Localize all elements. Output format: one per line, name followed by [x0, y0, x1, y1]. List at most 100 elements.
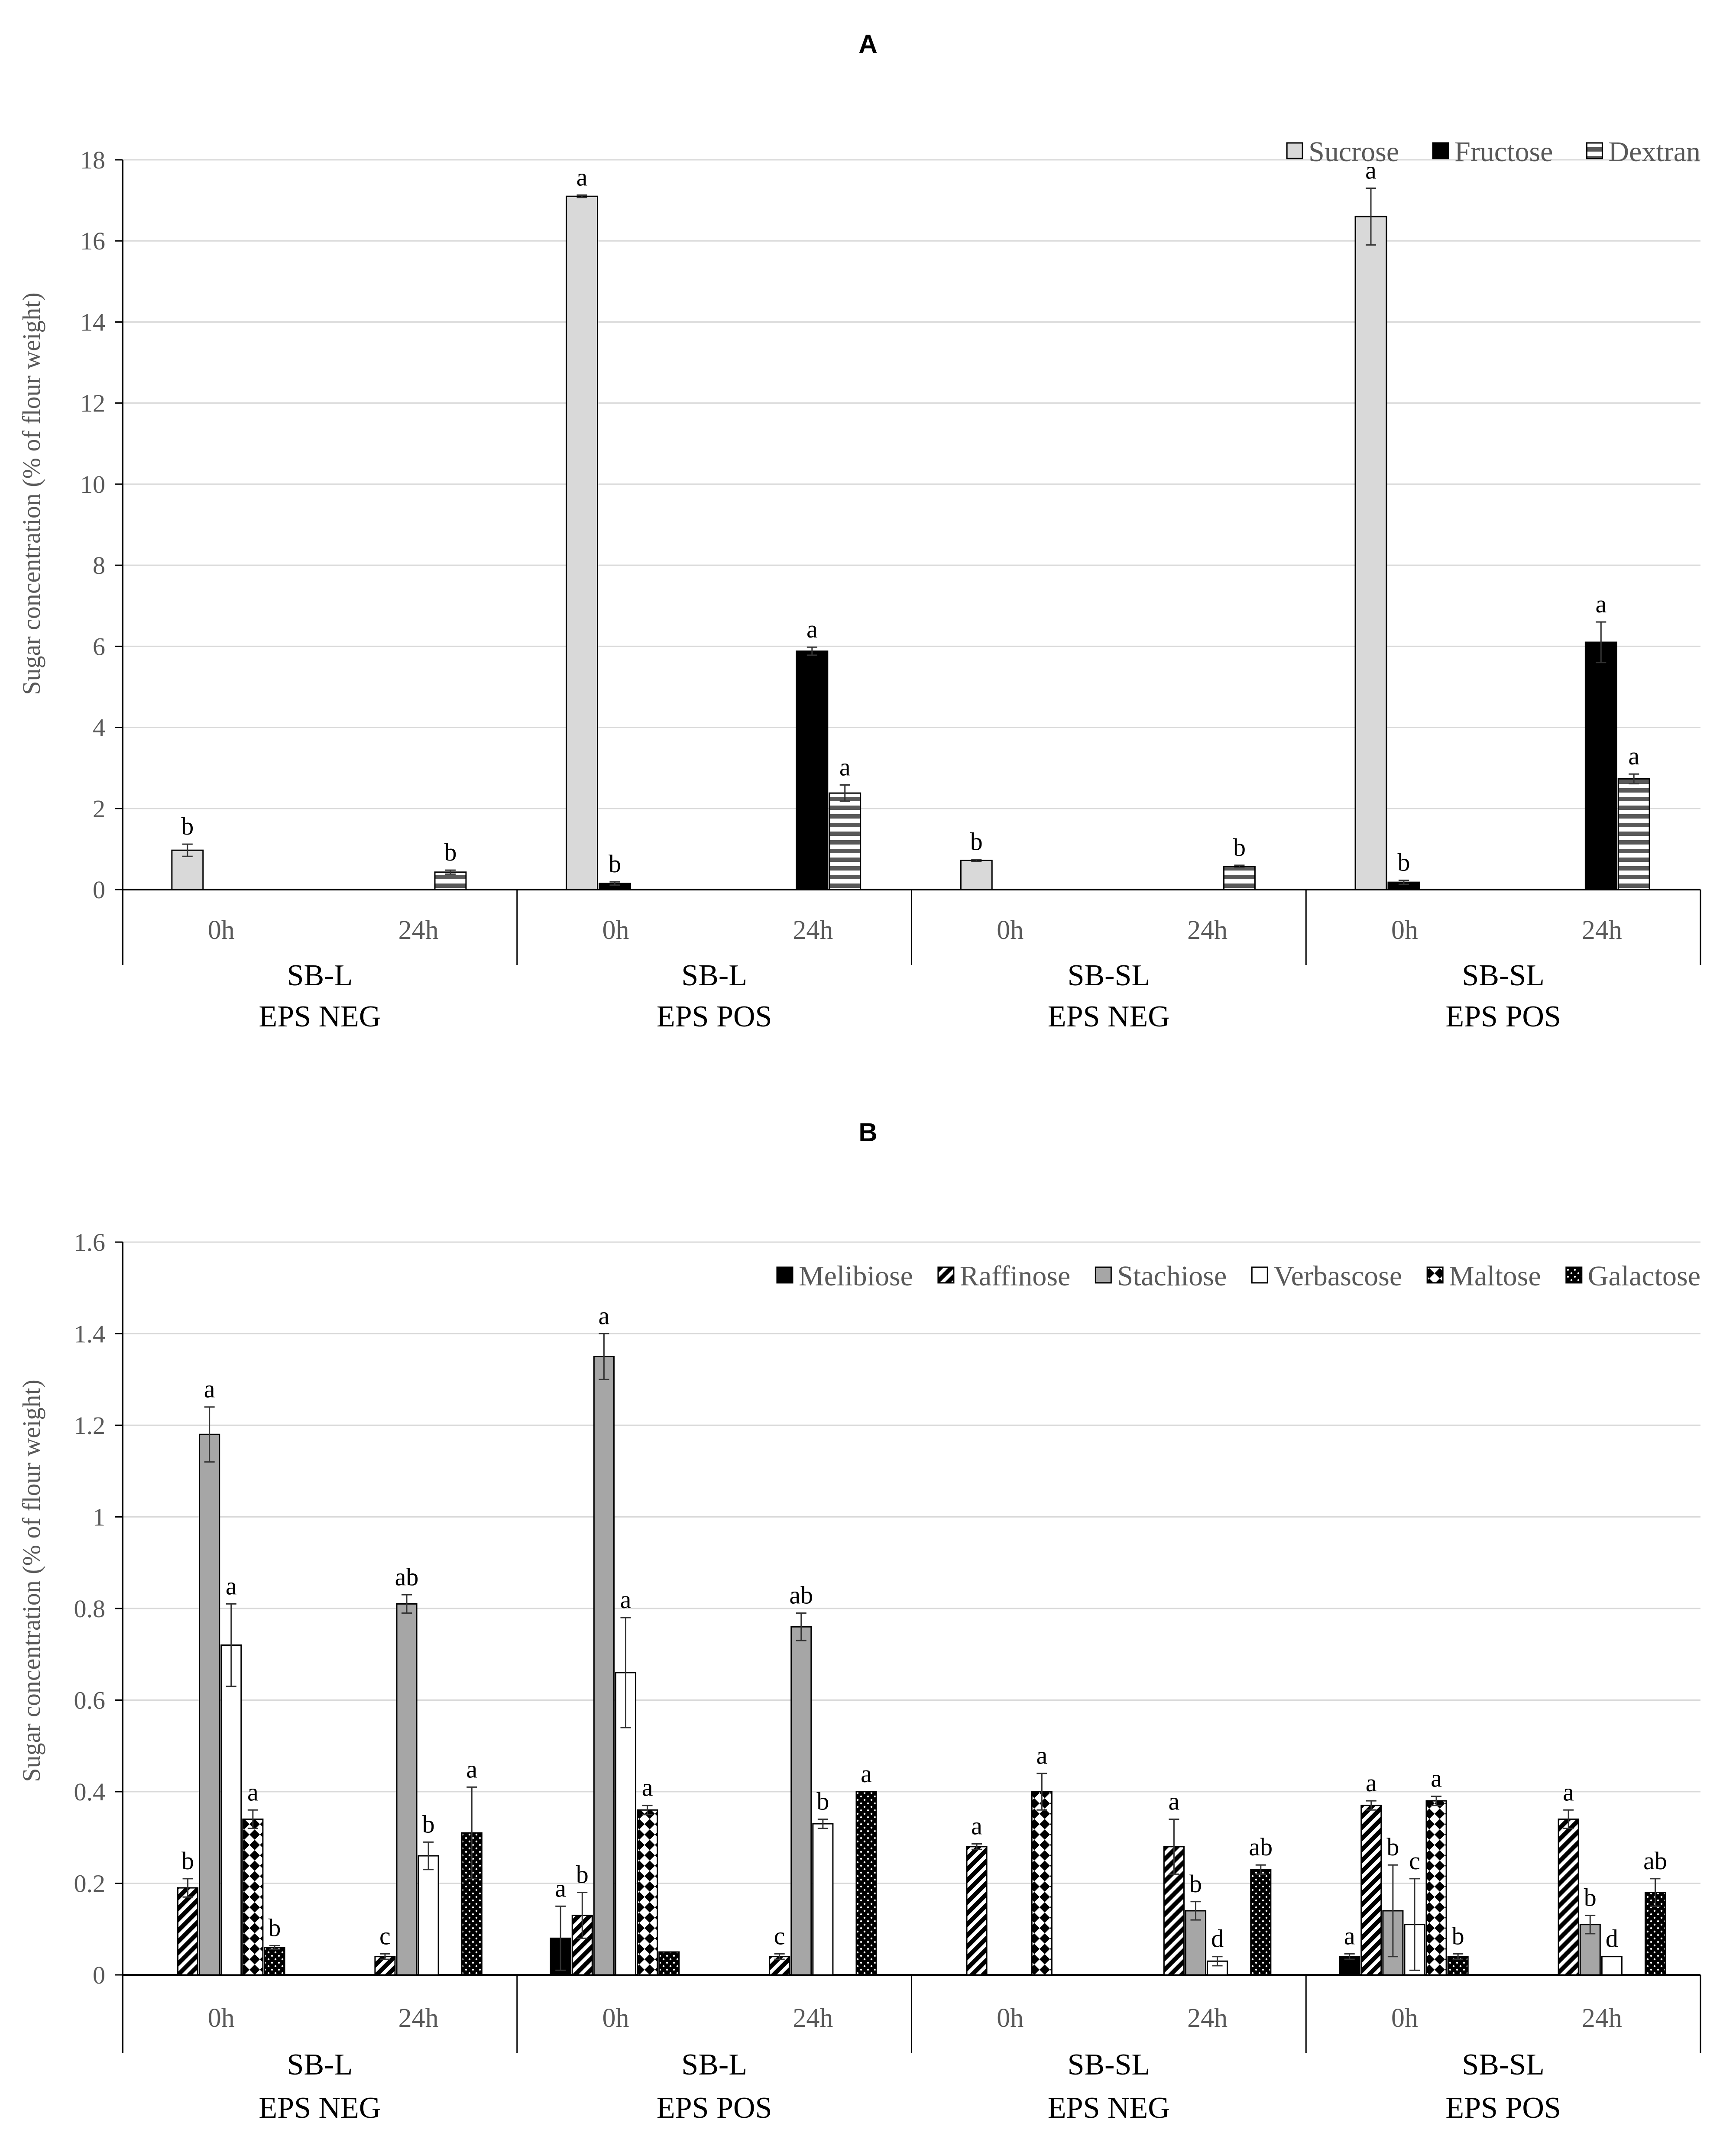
y-tick-label: 16 [80, 227, 105, 255]
bar-verbascose [812, 1823, 834, 1976]
x-time-label: 24h [398, 2003, 439, 2033]
significance-letter: ab [789, 1581, 813, 1609]
significance-letter: ab [1643, 1847, 1667, 1875]
x-group-label-eps: EPS POS [657, 1000, 772, 1033]
legend-swatch-maltose [1426, 1266, 1444, 1284]
y-tick-label: 0.8 [74, 1595, 106, 1623]
panel-b: B Sugar concentration (% of flour weight… [17, 1118, 1701, 2125]
panel-b-gridlines [123, 1241, 1700, 1884]
panel-b-axes: 0 0.2 0.4 0.6 0.8 1 1.2 1.4 1.6 0h 24h SB-L EPS NEG 0… [74, 1228, 1701, 2125]
bar-stachiose [199, 1434, 220, 1976]
significance-letter: b [1584, 1884, 1597, 1912]
legend-label-dextran: Dextran [1608, 136, 1700, 168]
x-group-label-strain: SB-SL [1068, 959, 1150, 992]
significance-letter: a [1366, 1769, 1377, 1797]
significance-letter: c [1409, 1847, 1420, 1875]
bar-verbascose [418, 1855, 439, 1976]
x-time-label: 24h [793, 2003, 833, 2033]
x-time-label: 24h [1187, 916, 1228, 945]
significance-letter: a [247, 1778, 259, 1806]
bar-maltose [1031, 1791, 1053, 1976]
y-tick-label: 0.6 [74, 1686, 106, 1715]
y-tick-label: 6 [93, 632, 105, 660]
x-time-label: 0h [602, 2003, 629, 2033]
significance-letter: a [806, 615, 818, 643]
significance-letter: a [555, 1874, 566, 1902]
y-tick-label: 0.4 [74, 1778, 106, 1806]
panel-b-title: B [858, 1118, 877, 1147]
legend-swatch-dextran [1586, 142, 1603, 159]
x-group-label-strain: SB-SL [1068, 2048, 1150, 2081]
bar-raffinose [966, 1846, 988, 1976]
bar-verbascose [220, 1644, 242, 1976]
x-group-label-eps: EPS NEG [259, 1000, 381, 1033]
bar-stachiose [790, 1626, 812, 1976]
significance-letter: b [181, 1847, 194, 1875]
legend-label-raffinose: Raffinose [960, 1260, 1070, 1292]
significance-letter: c [774, 1922, 785, 1950]
panel-a-bars: b a b a b a b a b a b a [171, 156, 1650, 890]
significance-letter: b [268, 1913, 281, 1942]
legend-label-melibiose: Melibiose [799, 1260, 913, 1292]
legend-swatch-melibiose [776, 1266, 794, 1284]
panel-a-axes: 0 2 4 6 8 10 12 14 16 18 0h 24h SB-L EPS NEG 0h 24h SB-L… [80, 146, 1701, 1033]
x-group-label-strain: SB-L [287, 959, 353, 992]
bar-dextran [434, 871, 467, 890]
x-group-label-eps: EPS NEG [1048, 1000, 1170, 1033]
legend-label-fructose: Fructose [1454, 136, 1553, 168]
x-group-label-strain: SB-L [681, 2048, 747, 2081]
bar-raffinose [1360, 1805, 1382, 1976]
x-group-label-eps: EPS NEG [259, 2091, 381, 2125]
y-tick-label: 4 [93, 714, 105, 742]
bar-raffinose [177, 1887, 199, 1976]
bar-verbascose [1601, 1956, 1623, 1976]
significance-letter: a [466, 1755, 477, 1783]
legend-label-stachiose: Stachiose [1117, 1260, 1227, 1292]
x-time-label: 0h [1391, 916, 1418, 945]
significance-letter: ab [1249, 1833, 1273, 1861]
x-time-label: 24h [1582, 2003, 1622, 2033]
significance-letter: b [444, 838, 457, 866]
x-time-label: 24h [1187, 2003, 1228, 2033]
significance-letter: b [816, 1787, 829, 1815]
panel-a-title: A [858, 29, 877, 58]
significance-letter: a [839, 753, 851, 781]
significance-letter: a [1169, 1787, 1180, 1815]
x-time-label: 24h [398, 916, 439, 945]
legend-label-maltose: Maltose [1449, 1260, 1541, 1292]
x-group-label-eps: EPS NEG [1048, 2091, 1170, 2125]
panel-a-legend: Dextran Fructose Sucrose [1286, 136, 1700, 168]
bar-dextran [1617, 778, 1650, 890]
y-tick-label: 18 [80, 146, 105, 174]
y-tick-label: 0 [93, 1961, 105, 1989]
y-tick-label: 10 [80, 470, 105, 498]
significance-letter: b [181, 812, 194, 840]
legend-swatch-fructose [1432, 142, 1449, 159]
significance-letter: a [599, 1302, 610, 1330]
significance-letter: a [1563, 1778, 1574, 1806]
significance-letter: b [1386, 1833, 1399, 1861]
bar-galactose [658, 1951, 680, 1976]
significance-letter: a [971, 1812, 982, 1840]
bar-galactose [1644, 1892, 1666, 1976]
bar-dextran [1223, 866, 1256, 890]
significance-letter: a [861, 1760, 872, 1788]
significance-letter: d [1211, 1925, 1224, 1953]
significance-letter: a [620, 1586, 632, 1614]
significance-letter: b [1452, 1922, 1464, 1950]
bar-galactose [264, 1947, 285, 1976]
y-tick-label: 0.2 [74, 1870, 106, 1898]
significance-letter: b [970, 828, 983, 856]
significance-letter: a [204, 1375, 215, 1403]
significance-letter: a [1344, 1922, 1355, 1950]
y-tick-label: 14 [80, 308, 105, 336]
significance-letter: b [1189, 1870, 1202, 1898]
legend-swatch-raffinose [937, 1266, 955, 1284]
significance-letter: b [576, 1861, 589, 1889]
significance-letter: b [1397, 848, 1410, 876]
bar-sucrose [960, 860, 993, 890]
x-time-label: 24h [793, 916, 833, 945]
bar-galactose [1250, 1869, 1272, 1976]
y-tick-label: 8 [93, 551, 105, 579]
